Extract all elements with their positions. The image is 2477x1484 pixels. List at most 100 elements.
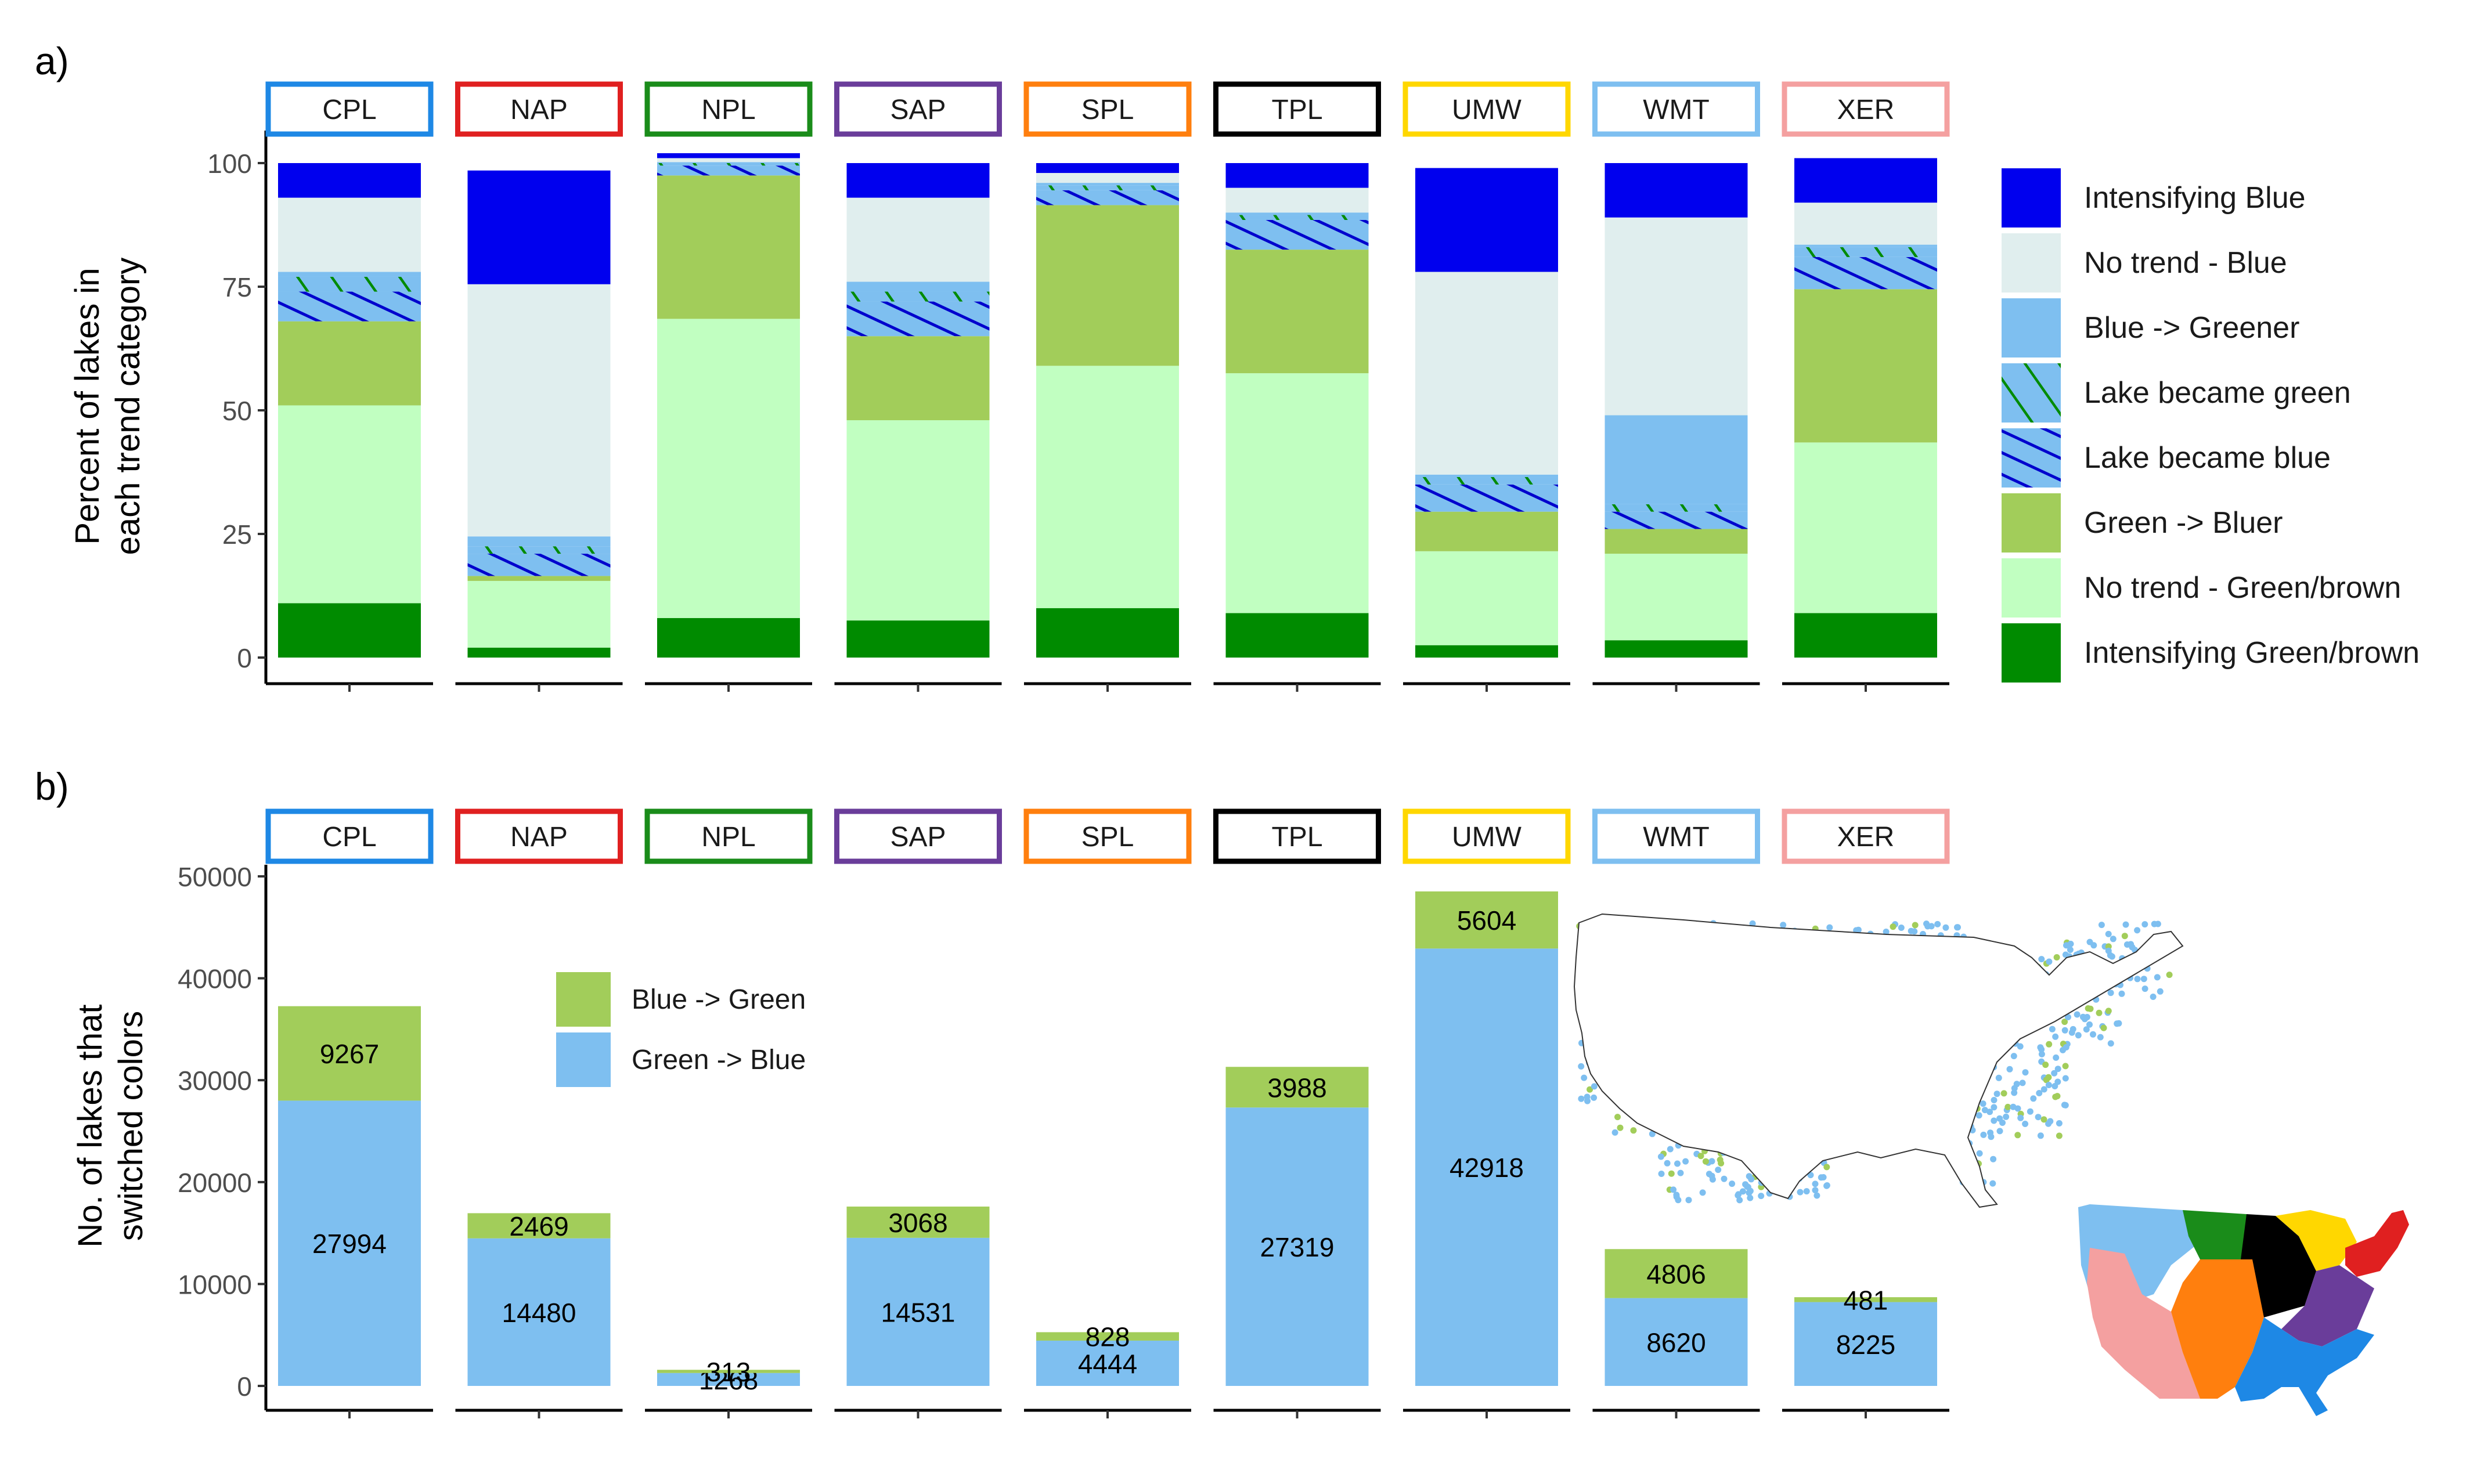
y-tick-label: 0 <box>237 1371 252 1402</box>
lake-point-green-to-blue <box>2151 920 2158 927</box>
bar-value-label: 828 <box>1086 1322 1130 1352</box>
facet-strip-spl <box>1023 808 1192 864</box>
facet-label: XER <box>1837 822 1895 853</box>
bar-segment-no-trend-blue <box>1415 272 1558 475</box>
panel-b-ylabel-line2: switched colors <box>112 1011 150 1241</box>
lake-point-green-to-blue <box>1826 924 1833 931</box>
lake-point-green-to-blue <box>1986 1109 1993 1115</box>
bar-segment-no-trend-green <box>1225 373 1369 613</box>
lake-point-blue-to-green <box>1702 1158 1709 1165</box>
bar-value-label: 42918 <box>1450 1153 1524 1183</box>
facet-label: SAP <box>890 822 946 853</box>
bar-segment-intensifying-green <box>278 603 421 658</box>
lake-point-green-to-blue <box>2022 1121 2029 1127</box>
lake-point-green-to-blue <box>1797 1189 1804 1196</box>
panel-b-legend: Blue -> Green Green -> Blue <box>556 972 806 1087</box>
lake-point-green-to-blue <box>2105 947 2112 954</box>
bar-segment-lake-blue <box>1225 219 1369 250</box>
lake-point-green-to-blue <box>1658 1171 1665 1177</box>
lake-point-green-to-blue <box>1991 1117 1998 1124</box>
bar-segment-lake-green <box>1036 185 1179 190</box>
bar-segment-lake-green <box>657 163 800 166</box>
lake-point-blue-to-green <box>1890 923 1896 930</box>
lake-point-green-to-blue <box>1823 1182 1830 1189</box>
panel-b-ylabel: No. of lakes that switched colors <box>71 1004 150 1247</box>
panel-a-label: a) <box>35 39 69 82</box>
bar-segment-bar-green-to-blue <box>1605 1298 1748 1386</box>
lake-point-blue-to-green <box>2004 1103 2011 1110</box>
lake-point-green-to-blue <box>1591 1094 1598 1101</box>
y-tick-label: 10000 <box>178 1269 252 1299</box>
lake-point-blue-to-green <box>2087 1005 2094 1012</box>
region-spl-shape <box>2171 1259 2264 1399</box>
lake-point-green-to-blue <box>2118 990 2125 997</box>
legend-label: Lake became blue <box>2084 441 2331 475</box>
bar-segment-no-trend-blue <box>278 197 421 272</box>
facet-strip-nap <box>455 81 623 137</box>
lake-point-green-to-blue <box>2098 922 2105 929</box>
bar-segment-bar-green-to-blue <box>1225 1107 1369 1386</box>
lake-point-blue-to-green <box>2042 1061 2049 1068</box>
facet-strip-sap <box>834 808 1002 864</box>
facet-label: SPL <box>1081 95 1134 125</box>
lake-point-green-to-blue <box>2019 1079 2026 1086</box>
lake-point-green-to-blue <box>1748 1176 1755 1183</box>
facet-label: CPL <box>322 95 376 125</box>
bar-segment-blue-greener <box>846 281 990 292</box>
facet-label: NAP <box>510 95 568 125</box>
bar-value-label: 8620 <box>1646 1327 1706 1357</box>
lake-point-green-to-blue <box>1812 1180 1819 1187</box>
lake-point-green-to-blue <box>1744 1183 1751 1190</box>
bar-segment-lake-green <box>846 291 990 302</box>
bar-segment-green-bluer <box>1036 205 1179 366</box>
facet-strip-umw <box>1402 81 1571 137</box>
lake-point-green-to-blue <box>1980 1100 1986 1107</box>
bar-segment-lake-green <box>467 546 611 554</box>
y-tick-label: 30000 <box>178 1066 252 1096</box>
region-nap-shape <box>2345 1210 2409 1277</box>
region-umw-shape <box>2276 1210 2357 1271</box>
lake-point-green-to-blue <box>1706 1171 1712 1178</box>
bar-segment-lake-green <box>1225 215 1369 220</box>
lake-point-green-to-blue <box>1812 1187 1819 1194</box>
lake-point-blue-to-green <box>2053 954 2060 961</box>
lake-point-green-to-blue <box>1780 922 1787 929</box>
bar-segment-green-bluer <box>278 321 421 406</box>
lake-point-green-to-blue <box>2141 921 2148 928</box>
bar-segment-intensifying-blue <box>846 163 990 198</box>
facet-strip-umw <box>1402 808 1571 864</box>
lake-point-green-to-blue <box>1736 1197 1743 1204</box>
bar-segment-bar-blue-to-green <box>1415 891 1558 949</box>
lake-point-green-to-blue <box>2067 947 2074 953</box>
facet-strip-sap <box>834 81 1002 137</box>
lake-point-green-to-blue <box>2150 994 2157 1000</box>
lake-point-blue-to-green <box>1717 1156 1724 1163</box>
lake-point-green-to-blue <box>1999 1120 2006 1126</box>
us-lake-points-map <box>1573 913 2184 1208</box>
lake-point-green-to-blue <box>1709 1176 1716 1183</box>
lake-point-green-to-blue <box>1996 1128 2003 1135</box>
region-cpl-shape <box>2235 1317 2374 1416</box>
panel-a-ylabel-line1: Percent of lakes in <box>68 268 106 544</box>
bar-segment-green-bluer <box>1794 289 1937 443</box>
lake-point-blue-to-green <box>1697 1153 1704 1160</box>
lake-point-green-to-blue <box>1682 1158 1689 1165</box>
bar-segment-no-trend-blue <box>467 284 611 537</box>
lake-point-green-to-blue <box>2107 990 2114 996</box>
bar-segment-bar-blue-to-green <box>1036 1332 1179 1341</box>
region-sap-shape <box>2281 1265 2374 1346</box>
facet-label: SAP <box>890 95 946 125</box>
lake-point-green-to-blue <box>2097 1034 2104 1041</box>
bar-segment-lake-blue <box>1605 511 1748 529</box>
legend-label: Green -> Blue <box>632 1045 806 1075</box>
lake-point-green-to-blue <box>2053 1054 2060 1061</box>
lake-point-green-to-blue <box>2086 1021 2093 1028</box>
lake-point-green-to-blue <box>1991 1097 1998 1103</box>
lake-point-green-to-blue <box>2054 1078 2061 1085</box>
facet-label: WMT <box>1643 822 1710 853</box>
bar-segment-lake-blue <box>467 554 611 576</box>
bar-segment-bar-green-to-blue <box>1415 948 1558 1386</box>
lake-point-blue-to-green <box>2040 1116 2047 1123</box>
bar-value-label: 14480 <box>502 1298 576 1328</box>
